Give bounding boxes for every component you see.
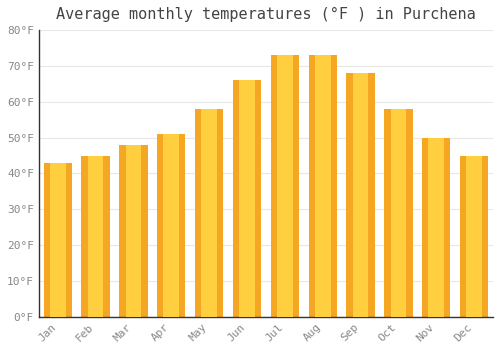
Bar bbox=[82, 155, 110, 317]
Bar bbox=[353, 73, 368, 317]
Bar bbox=[88, 155, 104, 317]
Bar bbox=[157, 134, 186, 317]
Bar bbox=[460, 155, 488, 317]
Bar bbox=[315, 55, 330, 317]
Bar bbox=[44, 163, 72, 317]
Bar bbox=[126, 145, 141, 317]
Bar bbox=[390, 109, 406, 317]
Bar bbox=[346, 73, 375, 317]
Bar bbox=[422, 138, 450, 317]
Bar bbox=[277, 55, 292, 317]
Bar bbox=[239, 80, 255, 317]
Bar bbox=[202, 109, 217, 317]
Bar bbox=[466, 155, 482, 317]
Bar bbox=[164, 134, 179, 317]
Bar bbox=[50, 163, 66, 317]
Bar bbox=[270, 55, 299, 317]
Bar bbox=[428, 138, 444, 317]
Bar bbox=[384, 109, 412, 317]
Bar bbox=[308, 55, 337, 317]
Bar bbox=[119, 145, 148, 317]
Bar bbox=[233, 80, 261, 317]
Bar bbox=[195, 109, 224, 317]
Title: Average monthly temperatures (°F ) in Purchena: Average monthly temperatures (°F ) in Pu… bbox=[56, 7, 476, 22]
